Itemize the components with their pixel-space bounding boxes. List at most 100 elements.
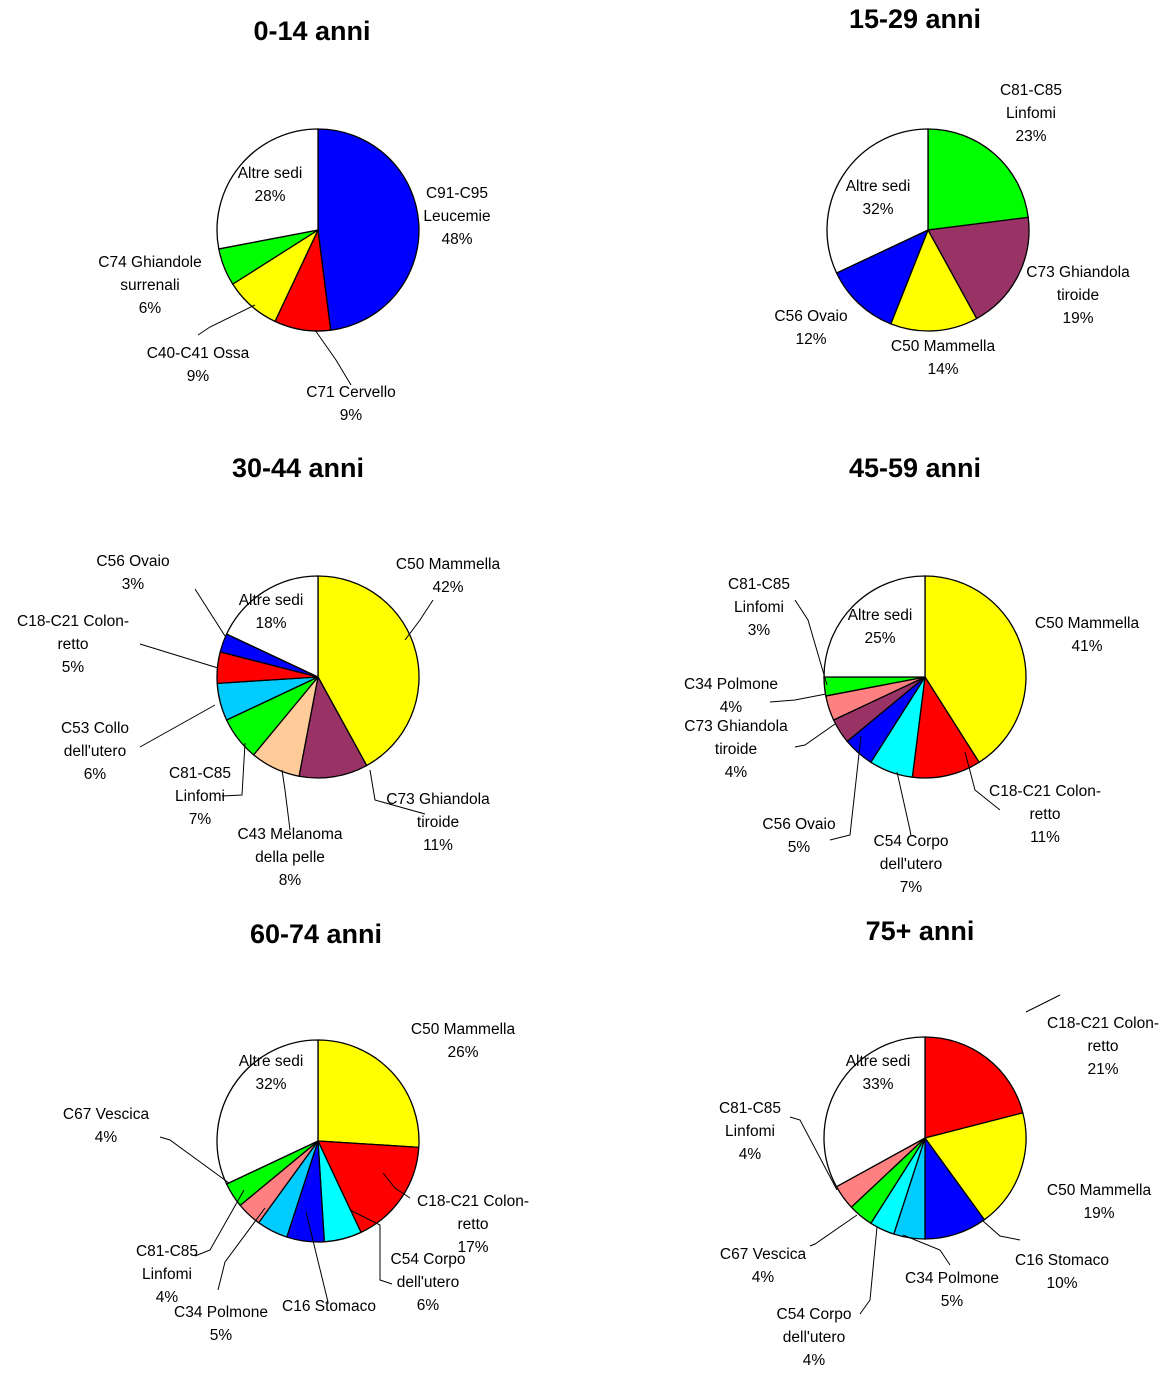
slice-label-line: C56 Ovaio [762, 816, 835, 833]
slice-percent: 32% [255, 1076, 286, 1093]
chart-title: 15-29 anni [849, 4, 981, 34]
leader-line [305, 1211, 329, 1303]
slice-label-line: tiroide [417, 814, 459, 831]
slice-label-c34-polmone: C34 Polmone 5% [905, 1270, 999, 1310]
slice-percent: 18% [255, 615, 286, 632]
slice-label-line: Leucemie [423, 208, 490, 225]
slice-label-line: tiroide [1057, 287, 1099, 304]
slice-label-line: dell'utero [783, 1329, 845, 1346]
slice-label-line: surrenali [120, 277, 179, 294]
slice-label-c54-corpo-dell-utero: C54 Corpo dell'utero 6% [391, 1251, 466, 1314]
pie-slice-altre-sedi [216, 1039, 319, 1185]
leader-line [349, 1209, 393, 1285]
slice-label-c73-ghiandola-tiroide: C73 Ghiandola tiroide 19% [1026, 264, 1130, 327]
slice-label-altre-sedi: Altre sedi 33% [846, 1053, 911, 1093]
pie-chart-30-44-anni: 30-44 anni C50 Mammella 42% C73 Ghiandola ti… [17, 453, 500, 889]
slice-label-line: dell'utero [880, 856, 942, 873]
slice-label-c16-stomaco: C16 Stomaco 10% [1015, 1252, 1109, 1292]
slice-label-c91-c95-leucemie: C91-C95 Leucemie 48% [423, 185, 490, 248]
slice-label-c50-mammella: C50 Mammella 41% [1035, 615, 1140, 655]
leader-line [221, 742, 246, 797]
slice-label-c81-c85-linfomi: C81-C85 Linfomi 7% [169, 765, 231, 828]
slice-label-line: C43 Melanoma [237, 826, 342, 843]
slice-percent: 4% [725, 764, 748, 781]
slice-label-line: Linfomi [734, 599, 784, 616]
pie-slice-altre-sedi [225, 575, 319, 679]
pie-slice-c50-mammella [317, 575, 420, 767]
slice-label-line: dell'utero [397, 1274, 459, 1291]
pie-slice-c73-ghiandola-tiroide [926, 216, 1030, 320]
slice-label-line: C56 Ovaio [774, 308, 847, 325]
slice-percent: 3% [122, 576, 145, 593]
slice-percent: 4% [803, 1352, 826, 1369]
slice-label-line: C73 Ghiandola [1026, 264, 1130, 281]
leader-line [809, 1214, 858, 1247]
leader-line [769, 693, 827, 703]
slice-percent: 7% [900, 879, 923, 896]
slice-label-line: C54 Corpo [874, 833, 949, 850]
pie-slice-c18-c21-colon-retto [924, 1036, 1024, 1139]
slice-label-line: retto [457, 1216, 488, 1233]
leader-line [982, 1220, 1021, 1241]
slice-label-line: C67 Vescica [720, 1246, 807, 1263]
slice-label-line: Linfomi [725, 1123, 775, 1140]
slice-label-c71-cervello: C71 Cervello 9% [306, 384, 396, 424]
slice-label-line: Linfomi [175, 788, 225, 805]
slice-percent: 4% [752, 1269, 775, 1286]
slice-label-line: della pelle [255, 849, 325, 866]
slice-label-c74-ghiandole-surrenali: C74 Ghiandole surrenali 6% [98, 254, 201, 317]
pie-chart-0-14-anni: 0-14 anni C91-C95 Leucemie 48% C71 Cervello 9… [98, 16, 490, 424]
slice-percent: 4% [720, 699, 743, 716]
slice-label-line: C50 Mammella [411, 1021, 516, 1038]
slice-label-line: Altre sedi [239, 1053, 304, 1070]
slice-label-line: C81-C85 [1000, 82, 1062, 99]
slice-percent: 25% [864, 630, 895, 647]
slice-percent: 4% [156, 1289, 179, 1306]
slice-label-c18-c21-colon-retto: C18-C21 Colon-retto 5% [17, 613, 129, 676]
leader-line [281, 769, 291, 831]
slice-percent: 5% [941, 1293, 964, 1310]
leader-line [859, 1226, 878, 1315]
slice-percent: 5% [788, 839, 811, 856]
pie-chart-60-74-anni: 60-74 anni C50 Mammella 26% C18-C21 Colon-r… [63, 919, 529, 1344]
pie-slice-c18-c21-colon-retto [316, 1140, 420, 1234]
slice-percent: 42% [432, 579, 463, 596]
slice-label-line: Altre sedi [239, 592, 304, 609]
slice-label-c81-c85-linfomi: C81-C85 Linfomi 4% [136, 1243, 198, 1306]
pie-slice-altre-sedi [826, 128, 929, 274]
slice-percent: 3% [748, 622, 771, 639]
slice-label-line: C91-C95 [426, 185, 488, 202]
slice-label-c56-ovaio: C56 Ovaio 3% [96, 553, 169, 593]
slice-percent: 6% [139, 300, 162, 317]
leader-line [902, 1234, 951, 1266]
slice-label-c43-melanoma-della-pelle: C43 Melanoma della pelle 8% [237, 826, 342, 889]
slice-label-line: C81-C85 [169, 765, 231, 782]
slice-label-line: C71 Cervello [306, 384, 396, 401]
pie-chart-45-59-anni: 45-59 anni C50 Mammella 41% C18-C21 Colon-r… [684, 453, 1139, 896]
leader-line [139, 704, 216, 748]
pie-slice-altre-sedi [216, 128, 319, 250]
pie-slice-c81-c85-linfomi [927, 128, 1029, 231]
slice-label-c34-polmone: C34 Polmone 5% [174, 1304, 268, 1344]
pie-slice-altre-sedi [823, 1036, 926, 1188]
leader-line [369, 769, 426, 815]
slice-label-line: Linfomi [142, 1266, 192, 1283]
pie-slice-c18-c21-colon-retto [911, 675, 981, 779]
leader-line [197, 304, 256, 336]
slice-percent: 21% [1087, 1061, 1118, 1078]
pie-slice-c50-mammella [889, 228, 978, 332]
slice-label-altre-sedi: Altre sedi 32% [846, 178, 911, 218]
slice-label-line: C50 Mammella [396, 556, 501, 573]
slice-percent: 32% [862, 201, 893, 218]
slice-label-line: retto [1087, 1038, 1118, 1055]
slice-percent: 10% [1046, 1275, 1077, 1292]
slice-label-line: C34 Polmone [905, 1270, 999, 1287]
leader-line [794, 723, 836, 748]
slice-label-c50-mammella: C50 Mammella 19% [1047, 1182, 1152, 1222]
leader-line [139, 643, 219, 669]
slice-percent: 33% [862, 1076, 893, 1093]
slice-label-c18-c21-colon-retto: C18-C21 Colon-retto 11% [989, 783, 1101, 846]
leader-line [194, 1189, 245, 1257]
slice-label-c54-corpo-dell-utero: C54 Corpo dell'utero 4% [777, 1306, 852, 1369]
